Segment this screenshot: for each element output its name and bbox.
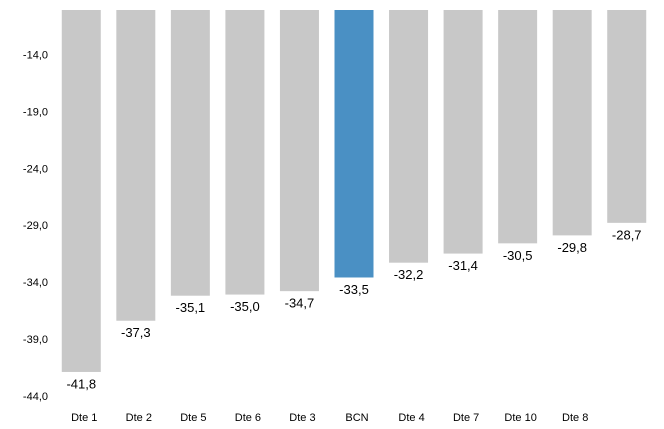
x-tick-label: Dte 8 [562,412,588,424]
value-label: -35,1 [176,300,206,315]
value-label: -31,4 [448,258,478,273]
value-label: -41,8 [66,376,96,391]
y-tick-label: -29,0 [23,220,48,232]
x-tick-label: Dte 2 [126,412,152,424]
bar [116,10,156,321]
y-tick-label: -19,0 [23,106,48,118]
value-label: -28,7 [612,227,642,242]
value-label: -32,2 [394,267,424,282]
y-tick-label: -14,0 [23,49,48,61]
x-tick-label: Dte 6 [235,412,261,424]
y-tick-label: -39,0 [23,334,48,346]
value-label: -30,5 [503,248,533,263]
value-label: -34,7 [285,296,315,311]
x-tick-label: Dte 4 [398,412,424,424]
value-label: -33,5 [339,282,369,297]
bar [552,10,592,236]
x-tick-label: Dte 5 [180,412,206,424]
x-tick-label: Dte 10 [504,412,536,424]
value-label: -29,8 [557,240,587,255]
bar [279,10,319,292]
bar [498,10,538,244]
bar [389,10,429,263]
x-tick-label: Dte 1 [71,412,97,424]
bar [170,10,210,296]
x-tick-label: Dte 3 [289,412,315,424]
value-label: -35,0 [230,299,260,314]
value-label: -37,3 [121,325,151,340]
y-tick-label: -34,0 [23,277,48,289]
x-tick-label: BCN [345,412,368,424]
y-tick-label: -44,0 [23,391,48,403]
y-tick-label: -24,0 [23,163,48,175]
bar [334,10,374,278]
bar [61,10,101,372]
bar [607,10,647,223]
bar [443,10,483,254]
bar [225,10,265,295]
x-tick-label: Dte 7 [453,412,479,424]
